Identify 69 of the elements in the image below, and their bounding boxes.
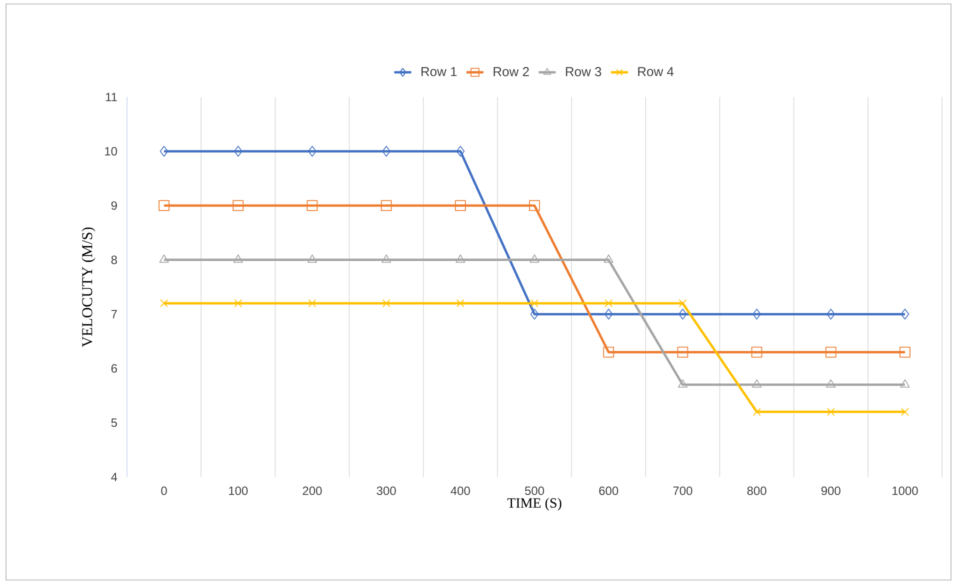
point <box>604 299 613 308</box>
point <box>454 200 466 212</box>
point <box>308 146 316 157</box>
point <box>826 408 835 416</box>
legend-label: Row 2 <box>494 67 529 76</box>
point <box>307 254 318 263</box>
x-tick-label: 700 <box>673 486 692 496</box>
y-tick-label: 11 <box>106 92 117 102</box>
y-tick-label: 6 <box>111 364 117 373</box>
point <box>456 299 464 308</box>
x-tick-label: 500 <box>524 486 544 496</box>
point <box>529 200 540 212</box>
point <box>751 346 762 358</box>
point <box>306 200 318 212</box>
point <box>826 308 836 320</box>
x-tick-label: 300 <box>376 486 396 496</box>
y-tick-label: 8 <box>111 256 117 264</box>
point <box>678 379 688 388</box>
y-axis-title: VELOCUTY (M/S) <box>82 227 96 348</box>
point <box>530 254 540 263</box>
point <box>232 200 244 212</box>
point <box>308 299 316 308</box>
point <box>380 200 392 212</box>
y-tick-label: 10 <box>105 147 118 156</box>
point <box>603 346 614 358</box>
point <box>456 254 466 263</box>
point <box>382 254 392 263</box>
point <box>158 200 170 212</box>
x-tick-label: 1000 <box>892 486 918 496</box>
x-tick-label: 800 <box>747 486 766 496</box>
x-tick-label: 400 <box>450 486 470 496</box>
point <box>234 299 242 308</box>
x-tick-label: 600 <box>599 486 618 496</box>
point <box>382 146 391 157</box>
x-tick-label: 200 <box>302 486 322 496</box>
point <box>752 308 761 320</box>
point <box>160 146 168 157</box>
point <box>900 379 910 388</box>
y-tick-label: 4 <box>111 472 118 482</box>
y-tick-label: 9 <box>111 201 117 210</box>
legend-label: Row 1 <box>421 67 457 76</box>
point <box>677 346 688 358</box>
point <box>159 254 169 263</box>
point <box>234 146 242 157</box>
point <box>678 308 687 320</box>
x-tick-label: 0 <box>161 486 167 496</box>
legend-label: Row 4 <box>638 67 674 76</box>
point <box>900 408 909 416</box>
point <box>900 346 910 358</box>
point <box>826 379 836 388</box>
x-tick-label: 100 <box>229 486 248 496</box>
point <box>604 308 613 320</box>
point <box>900 308 910 320</box>
point <box>530 299 538 308</box>
point <box>530 308 539 320</box>
point <box>825 346 836 358</box>
y-tick-label: 5 <box>111 418 117 427</box>
point <box>160 299 168 308</box>
point <box>233 254 243 263</box>
point <box>382 299 390 308</box>
point <box>752 379 762 388</box>
legend-label: Row 3 <box>566 67 602 76</box>
point <box>678 299 687 308</box>
x-axis-title: TIME (S) <box>507 498 562 511</box>
y-tick-label: 7 <box>111 310 117 318</box>
point <box>752 408 761 416</box>
point <box>604 254 614 263</box>
x-tick-label: 900 <box>821 486 840 496</box>
point <box>456 146 465 157</box>
